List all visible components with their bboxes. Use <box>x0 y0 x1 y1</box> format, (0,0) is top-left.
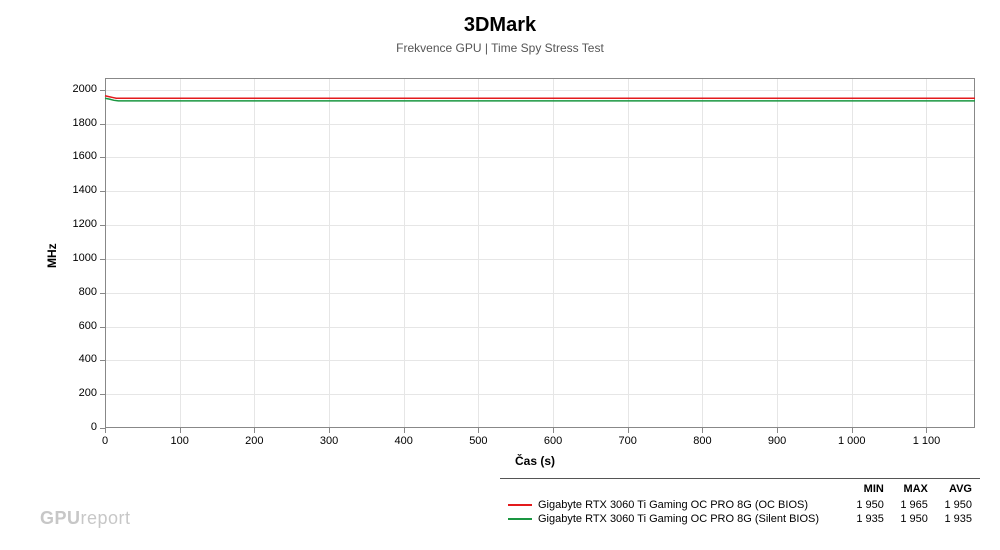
legend-series-name: Gigabyte RTX 3060 Ti Gaming OC PRO 8G (S… <box>538 513 819 525</box>
legend-header: MIN <box>848 481 890 497</box>
y-tick <box>100 259 105 260</box>
y-tick <box>100 191 105 192</box>
legend-avg: 1 950 <box>936 499 978 511</box>
y-tick <box>100 394 105 395</box>
y-gridline <box>106 259 974 260</box>
x-axis-label: Čas (s) <box>515 454 555 468</box>
plot-area <box>105 78 975 428</box>
legend-avg: 1 935 <box>936 513 978 525</box>
y-gridline <box>106 394 974 395</box>
y-tick-label: 200 <box>79 387 97 399</box>
y-tick-label: 0 <box>91 421 97 433</box>
x-gridline <box>777 79 778 427</box>
y-tick <box>100 360 105 361</box>
y-tick-label: 400 <box>79 353 97 365</box>
legend-swatch <box>508 504 532 506</box>
y-tick <box>100 90 105 91</box>
x-gridline <box>926 79 927 427</box>
x-tick <box>777 428 778 433</box>
y-tick <box>100 124 105 125</box>
x-gridline <box>254 79 255 427</box>
legend-table: MINMAXAVG Gigabyte RTX 3060 Ti Gaming OC … <box>500 478 980 527</box>
x-tick <box>702 428 703 433</box>
x-tick-label: 700 <box>613 435 643 447</box>
y-gridline <box>106 360 974 361</box>
y-tick <box>100 225 105 226</box>
x-tick <box>852 428 853 433</box>
y-tick-label: 1200 <box>73 218 97 230</box>
x-tick-label: 300 <box>314 435 344 447</box>
x-gridline <box>329 79 330 427</box>
legend-min: 1 950 <box>848 499 890 511</box>
x-gridline <box>628 79 629 427</box>
x-gridline <box>852 79 853 427</box>
legend-header: MAX <box>892 481 934 497</box>
y-gridline <box>106 124 974 125</box>
x-tick-label: 600 <box>538 435 568 447</box>
x-tick-label: 200 <box>239 435 269 447</box>
x-tick <box>404 428 405 433</box>
y-gridline <box>106 293 974 294</box>
y-tick-label: 800 <box>79 286 97 298</box>
y-gridline <box>106 157 974 158</box>
legend-series-name: Gigabyte RTX 3060 Ti Gaming OC PRO 8G (O… <box>538 499 808 511</box>
y-tick-label: 1000 <box>73 252 97 264</box>
y-gridline <box>106 90 974 91</box>
y-gridline <box>106 191 974 192</box>
x-tick <box>105 428 106 433</box>
x-tick <box>254 428 255 433</box>
y-tick <box>100 157 105 158</box>
y-tick-label: 1400 <box>73 184 97 196</box>
x-gridline <box>180 79 181 427</box>
x-tick-label: 900 <box>762 435 792 447</box>
y-tick-label: 1600 <box>73 150 97 162</box>
x-tick-label: 400 <box>389 435 419 447</box>
y-tick-label: 2000 <box>73 83 97 95</box>
chart-area: 0 200 400 600 800 1000 1200 1400 1600 1800 2000 0 10… <box>0 0 1000 550</box>
x-tick-label: 1 000 <box>837 435 867 447</box>
legend-max: 1 950 <box>892 513 934 525</box>
legend-header: AVG <box>936 481 978 497</box>
x-gridline <box>553 79 554 427</box>
legend-row: Gigabyte RTX 3060 Ti Gaming OC PRO 8G (O… <box>502 499 978 511</box>
x-tick-label: 100 <box>165 435 195 447</box>
y-tick <box>100 327 105 328</box>
watermark-light: report <box>81 508 131 528</box>
legend-row: Gigabyte RTX 3060 Ti Gaming OC PRO 8G (S… <box>502 513 978 525</box>
x-tick-label: 0 <box>90 435 120 447</box>
y-tick-label: 1800 <box>73 117 97 129</box>
x-gridline <box>702 79 703 427</box>
y-tick-label: 600 <box>79 320 97 332</box>
watermark-bold: GPU <box>40 508 81 528</box>
x-tick <box>329 428 330 433</box>
legend-swatch <box>508 518 532 520</box>
x-tick-label: 500 <box>463 435 493 447</box>
y-gridline <box>106 225 974 226</box>
y-gridline <box>106 327 974 328</box>
y-axis-label: MHz <box>45 243 59 268</box>
x-gridline <box>478 79 479 427</box>
legend-min: 1 935 <box>848 513 890 525</box>
legend-max: 1 965 <box>892 499 934 511</box>
x-tick <box>926 428 927 433</box>
y-tick <box>100 293 105 294</box>
x-tick <box>628 428 629 433</box>
x-tick-label: 800 <box>687 435 717 447</box>
x-tick <box>478 428 479 433</box>
watermark: GPUreport <box>40 508 131 529</box>
x-tick <box>553 428 554 433</box>
x-gridline <box>404 79 405 427</box>
x-tick <box>180 428 181 433</box>
x-tick-label: 1 100 <box>911 435 941 447</box>
